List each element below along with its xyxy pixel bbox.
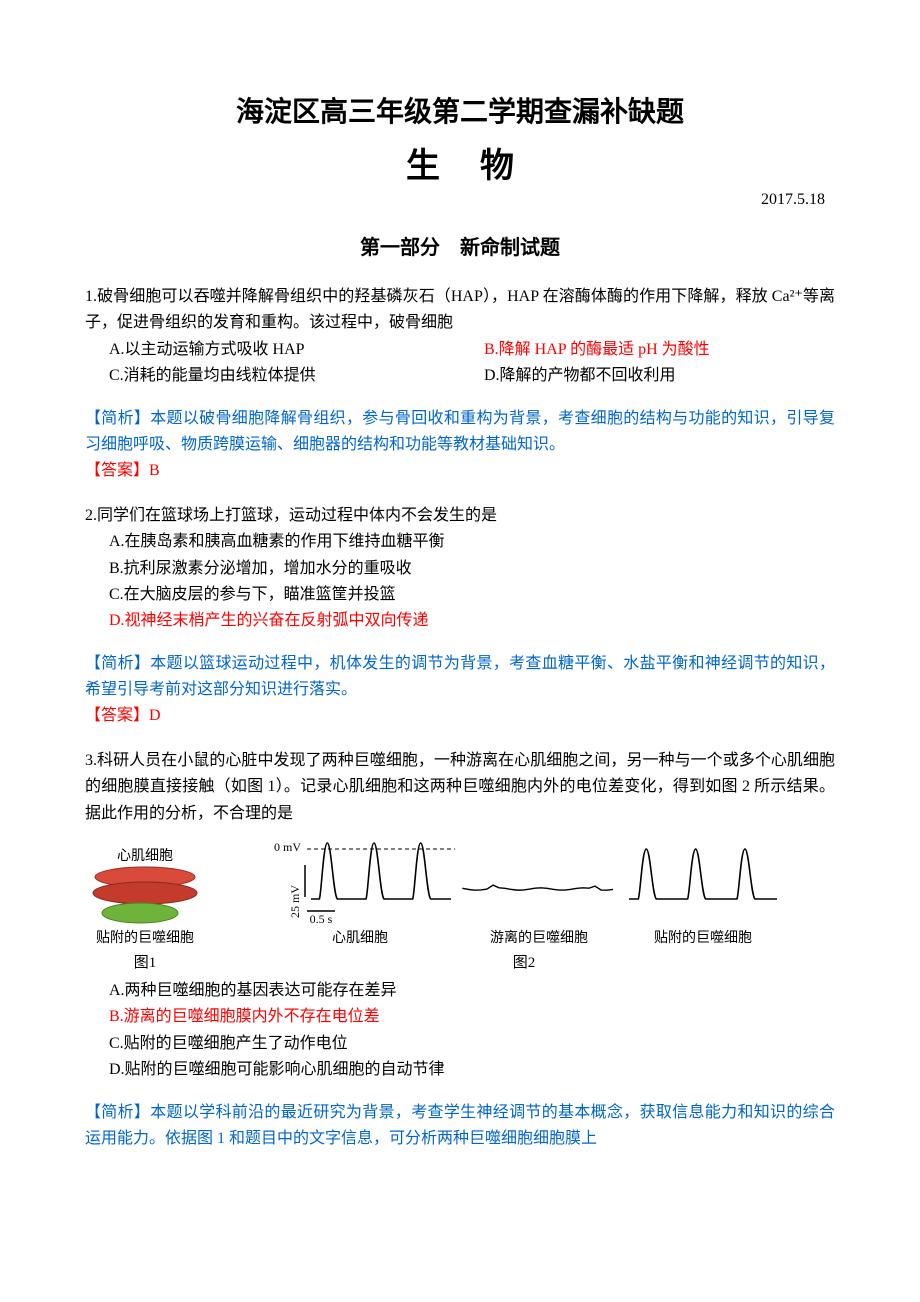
page-subject: 生物	[85, 138, 835, 187]
page-title: 海淀区高三年级第二学期查漏补缺题	[85, 90, 835, 130]
q2-option-d: D.视神经末梢产生的兴奋在反射弧中双向传递	[85, 608, 835, 634]
q2-stem: 2.同学们在篮球场上打篮球，运动过程中体内不会发生的是	[85, 503, 835, 529]
svg-text:25 mV: 25 mV	[288, 885, 302, 918]
fig2-caption: 图2	[513, 951, 536, 972]
answer-value: B	[149, 462, 160, 479]
cell-diagram-svg	[90, 865, 200, 927]
analysis-label: 【简析】	[85, 410, 150, 427]
figure-1: 心肌细胞 贴附的巨噬细胞 图1	[85, 845, 205, 972]
answer-label: 【答案】	[85, 462, 149, 479]
q1-option-c: C.消耗的能量均由线粒体提供	[85, 363, 460, 389]
analysis-label: 【简析】	[85, 1104, 150, 1121]
q3-option-d: D.贴附的巨噬细胞可能影响心肌细胞的自动节律	[85, 1057, 835, 1083]
q1-option-a: A.以主动运输方式吸收 HAP	[85, 337, 460, 363]
question-3: 3.科研人员在小鼠的心脏中发现了两种巨噬细胞，一种游离在心肌细胞之间，另一种与一…	[85, 748, 835, 1153]
trace1-svg: 0 mV 25 mV 0.5 s	[265, 837, 455, 927]
q1-option-d: D.降解的产物都不回收利用	[460, 363, 835, 389]
analysis-text: 本题以破骨细胞降解骨组织，参与骨回收和重构为背景，考查细胞的结构与功能的知识，引…	[85, 410, 835, 453]
fig1-top-label: 心肌细胞	[117, 845, 173, 865]
q1-option-b: B.降解 HAP 的酶最适 pH 为酸性	[460, 337, 835, 363]
analysis-text: 本题以篮球运动过程中，机体发生的调节为背景，考查血糖平衡、水盐平衡和神经调节的知…	[85, 655, 835, 698]
fig1-bottom-label: 贴附的巨噬细胞	[96, 927, 194, 947]
trace3-label: 贴附的巨噬细胞	[654, 927, 752, 947]
trace2-label: 游离的巨噬细胞	[490, 927, 588, 947]
q3-option-c: C.贴附的巨噬细胞产生了动作电位	[85, 1031, 835, 1057]
analysis-text: 本题以学科前沿的最近研究为背景，考查学生神经调节的基本概念，获取信息能力和知识的…	[85, 1104, 835, 1147]
page-date: 2017.5.18	[85, 191, 835, 209]
answer-label: 【答案】	[85, 707, 149, 724]
answer-value: D	[149, 707, 161, 724]
q3-stem: 3.科研人员在小鼠的心脏中发现了两种巨噬细胞，一种游离在心肌细胞之间，另一种与一…	[85, 748, 835, 827]
q2-option-b: B.抗利尿激素分泌增加，增加水分的重吸收	[85, 556, 835, 582]
question-1: 1.破骨细胞可以吞噬并降解骨组织中的羟基磷灰石（HAP），HAP 在溶酶体酶的作…	[85, 284, 835, 485]
svg-text:0.5 s: 0.5 s	[310, 912, 333, 926]
q2-analysis: 【简析】本题以篮球运动过程中，机体发生的调节为背景，考查血糖平衡、水盐平衡和神经…	[85, 651, 835, 704]
question-2: 2.同学们在篮球场上打篮球，运动过程中体内不会发生的是 A.在胰岛素和胰高血糖素…	[85, 503, 835, 730]
q2-answer: 【答案】D	[85, 703, 835, 729]
analysis-label: 【简析】	[85, 655, 150, 672]
q2-option-c: C.在大脑皮层的参与下，瞄准篮筐并投篮	[85, 582, 835, 608]
trace-cardiac: 0 mV 25 mV 0.5 s 心肌细胞	[265, 837, 455, 947]
section-heading: 第一部分 新命制试题	[85, 231, 835, 260]
figure-2: 0 mV 25 mV 0.5 s 心肌细胞 游离的巨噬细胞 贴附的巨噬细胞 图2	[213, 837, 835, 972]
trace-attached: 贴附的巨噬细胞	[623, 837, 783, 947]
q3-option-b: B.游离的巨噬细胞膜内外不存在电位差	[85, 1004, 835, 1030]
q1-answer: 【答案】B	[85, 458, 835, 484]
trace2-svg	[459, 837, 619, 927]
q1-stem: 1.破骨细胞可以吞噬并降解骨组织中的羟基磷灰石（HAP），HAP 在溶酶体酶的作…	[85, 284, 835, 337]
trace-free: 游离的巨噬细胞	[459, 837, 619, 947]
svg-text:0 mV: 0 mV	[274, 840, 301, 854]
q2-option-a: A.在胰岛素和胰高血糖素的作用下维持血糖平衡	[85, 529, 835, 555]
trace3-svg	[623, 837, 783, 927]
fig1-caption: 图1	[134, 951, 157, 972]
trace1-label: 心肌细胞	[332, 927, 388, 947]
q3-figures: 心肌细胞 贴附的巨噬细胞 图1 0 mV25 mV0.5 s 心肌细胞 游离	[85, 837, 835, 972]
q3-analysis: 【简析】本题以学科前沿的最近研究为背景，考查学生神经调节的基本概念，获取信息能力…	[85, 1100, 835, 1153]
q3-option-a: A.两种巨噬细胞的基因表达可能存在差异	[85, 978, 835, 1004]
q1-analysis: 【简析】本题以破骨细胞降解骨组织，参与骨回收和重构为背景，考查细胞的结构与功能的…	[85, 406, 835, 459]
